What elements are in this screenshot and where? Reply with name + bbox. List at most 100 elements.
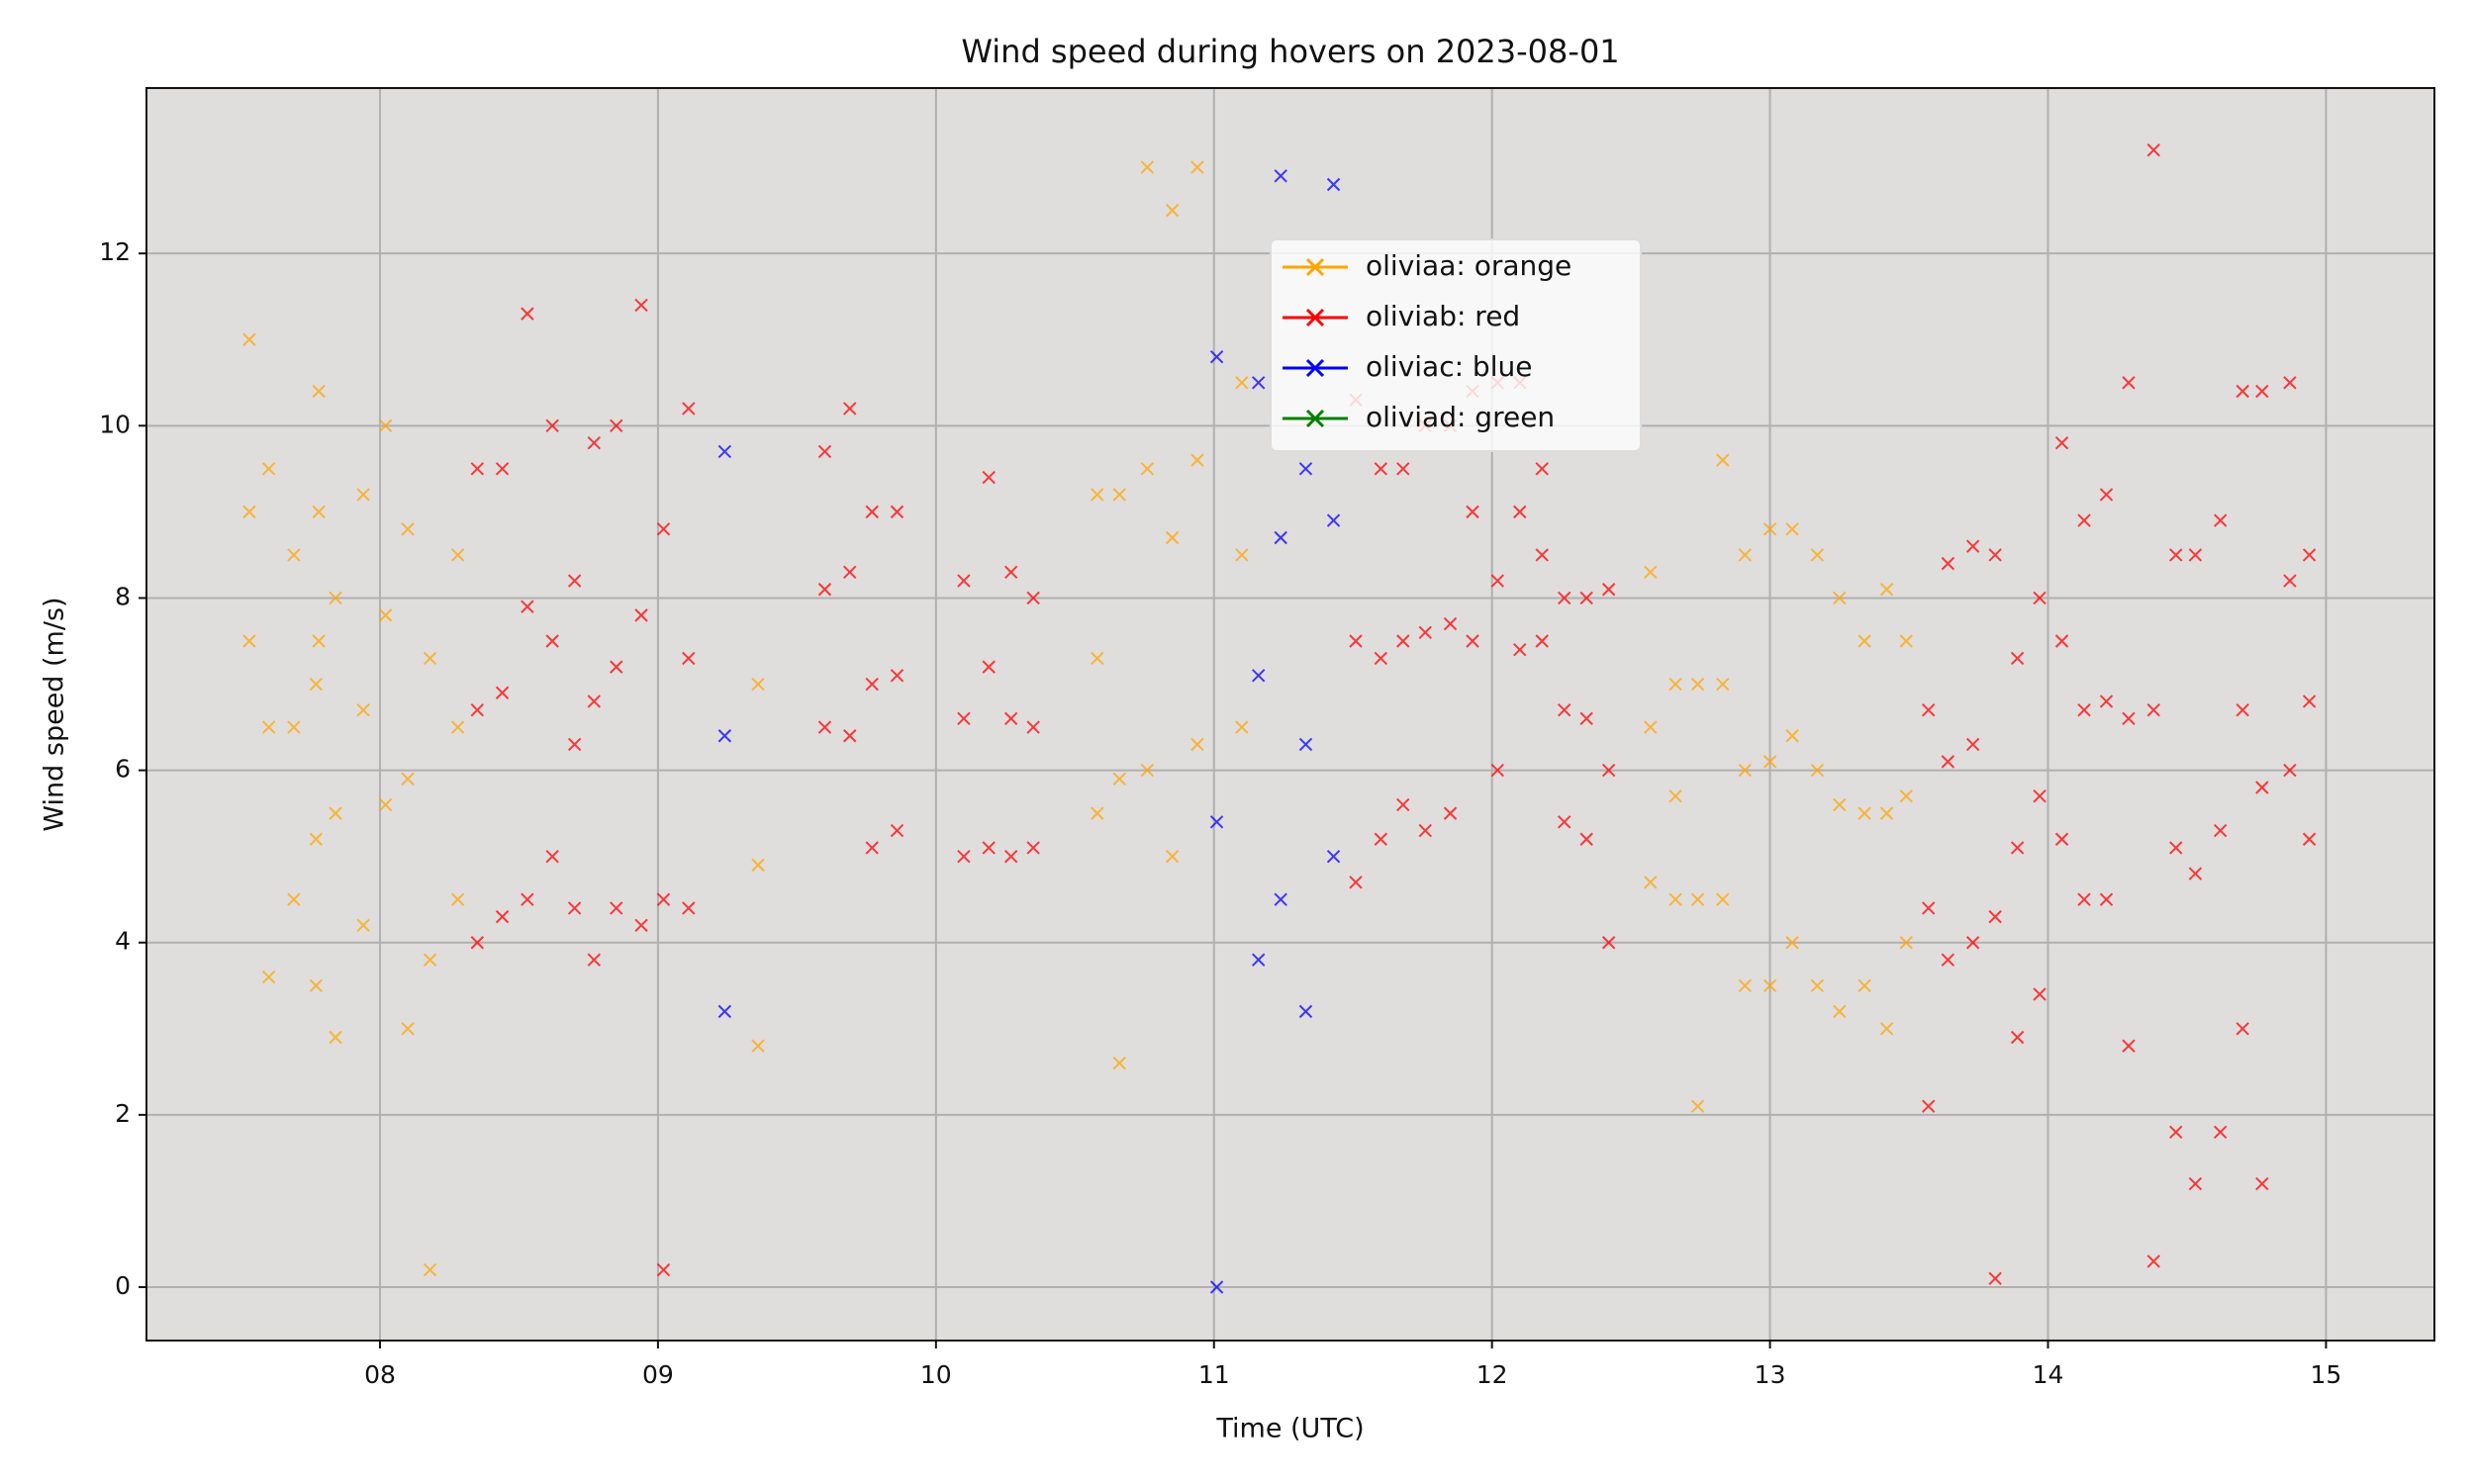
data-point [287,720,301,734]
data-point [1965,539,1980,553]
data-point [356,702,370,717]
data-point [521,307,534,321]
data-point [378,797,393,812]
data-point [2302,832,2317,846]
data-point [1490,763,1504,778]
data-point [1716,453,1730,467]
data-point [242,634,256,648]
data-point [1601,936,1616,950]
data-point [2054,634,2069,648]
data-point [1165,530,1180,545]
data-point [1879,806,1894,820]
data-point [2010,841,2025,855]
data-point [423,1262,437,1277]
data-point [1535,634,1549,648]
data-point [751,1039,765,1053]
data-point [1326,849,1341,864]
chart-title: Wind speed during hovers on 2023-08-01 [961,33,1619,70]
data-point [1601,763,1616,778]
data-point [2169,841,2183,855]
data-point [634,608,648,622]
legend-marker [1305,257,1325,277]
data-point [2255,781,2269,794]
data-point [1879,583,1894,597]
data-point [423,953,437,967]
data-point [329,806,342,820]
data-point [1833,797,1847,812]
data-point [1535,462,1549,476]
y-tick-label: 4 [115,927,131,956]
data-point [1235,376,1249,390]
data-point [1738,763,1753,778]
legend-label: oliviaa: orange [1366,249,1571,282]
data-point [2033,591,2046,605]
data-point [2188,1176,2203,1191]
data-point [1140,763,1155,778]
data-point [495,909,510,924]
data-point [2099,892,2114,906]
data-point [2122,376,2136,390]
y-tick-label: 0 [115,1271,131,1300]
data-point [2213,823,2228,838]
data-point [843,565,857,580]
data-point [1274,892,1287,906]
data-point [1418,823,1432,838]
data-point [682,651,696,666]
data-point [2255,1176,2269,1191]
data-point [1140,160,1155,174]
data-point [1810,763,1825,778]
data-point [312,384,326,399]
data-point [865,505,879,519]
data-point [634,918,648,933]
data-point [982,841,996,855]
points [242,142,2317,1294]
data-point [1922,702,1936,717]
data-point [1941,953,1955,967]
data-point [1833,1004,1847,1019]
data-point [957,711,971,726]
data-point [1298,462,1313,476]
data-point [450,548,465,562]
data-point [329,1030,342,1045]
data-point [1235,720,1249,734]
data-point [1785,729,1799,743]
data-point [751,858,765,873]
legend-marker [1305,308,1325,327]
legend-label: oliviad: green [1366,401,1555,433]
data-point [982,660,996,674]
data-point [2054,832,2069,846]
data-point [1941,755,1955,769]
data-point [1668,677,1682,692]
data-point [450,720,465,734]
y-tick-label: 6 [115,755,131,784]
plot-frame [145,87,2435,1342]
data-point [356,918,370,933]
data-point [682,901,696,915]
data-point [1785,522,1799,536]
data-point [1298,737,1313,752]
data-point [287,892,301,906]
data-point [2283,376,2297,390]
data-point [1190,737,1204,752]
data-point [1810,978,1825,992]
data-point [1374,462,1388,476]
data-point [1879,1022,1894,1036]
data-point [329,591,342,605]
data-point [312,634,326,648]
data-point [1785,936,1799,950]
data-point [567,574,582,588]
data-point [309,832,324,846]
data-point [2213,1125,2228,1139]
y-axis-label: Wind speed (m/s) [40,597,70,831]
data-point [1396,462,1410,476]
x-tick-label: 15 [2311,1360,2342,1389]
data-point [2122,711,2136,726]
data-point [717,729,732,743]
x-tick-label: 12 [1476,1360,1508,1389]
data-point [1112,1056,1126,1070]
data-point [1418,625,1432,639]
data-point [1513,642,1527,657]
data-point [1690,1099,1705,1113]
data-point [309,978,324,992]
data-point [1026,720,1040,734]
